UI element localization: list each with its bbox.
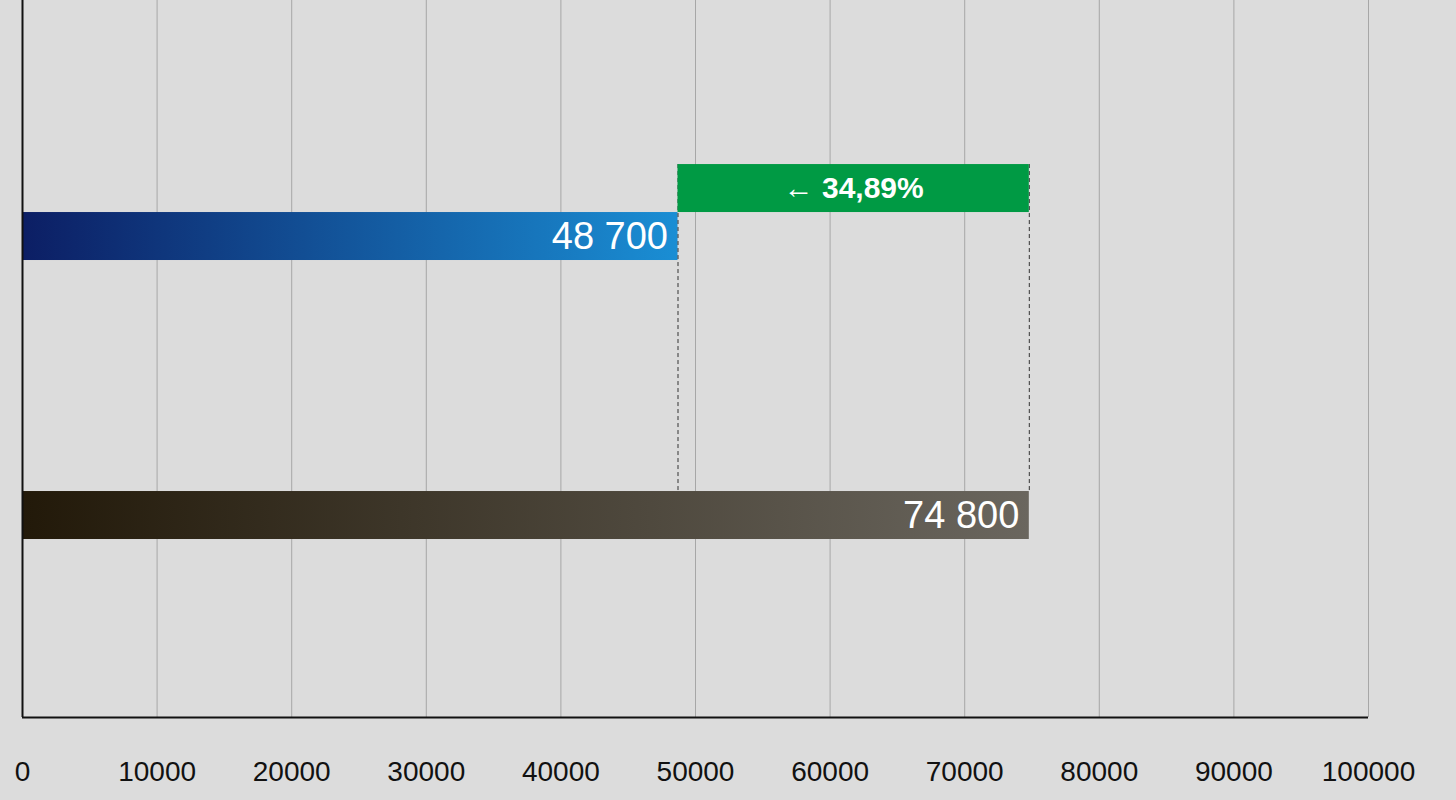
svg-text:50000: 50000 — [657, 756, 735, 787]
svg-text:30000: 30000 — [387, 756, 465, 787]
svg-text:60000: 60000 — [791, 756, 869, 787]
svg-text:20000: 20000 — [253, 756, 331, 787]
svg-text:48 700: 48 700 — [552, 215, 668, 257]
svg-text:80000: 80000 — [1060, 756, 1138, 787]
svg-text:10000: 10000 — [118, 756, 196, 787]
svg-text:0: 0 — [15, 756, 31, 787]
svg-text:← 34,89%: ← 34,89% — [784, 171, 924, 204]
svg-text:90000: 90000 — [1195, 756, 1273, 787]
svg-text:70000: 70000 — [926, 756, 1004, 787]
svg-text:40000: 40000 — [522, 756, 600, 787]
svg-text:100000: 100000 — [1322, 756, 1415, 787]
svg-text:74 800: 74 800 — [903, 494, 1019, 536]
